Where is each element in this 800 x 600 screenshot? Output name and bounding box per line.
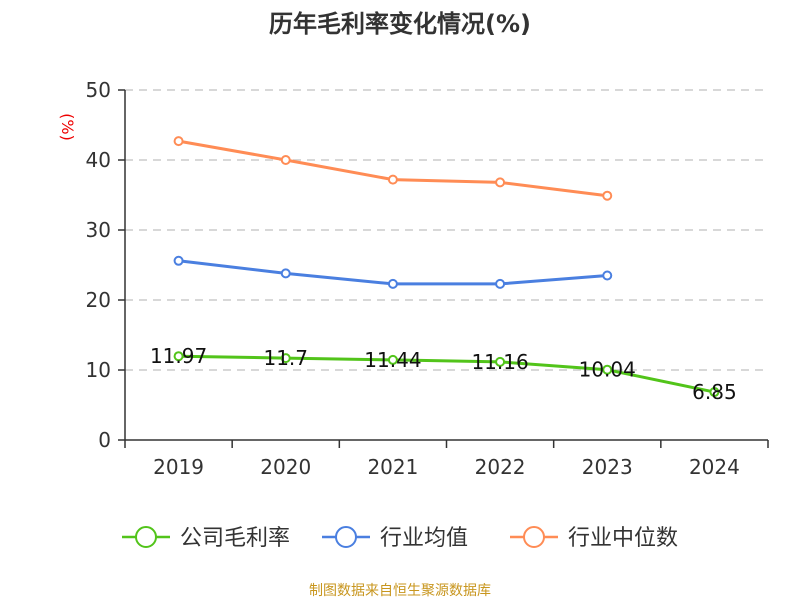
data-point xyxy=(709,387,720,398)
y-tick-label: 20 xyxy=(86,288,111,312)
legend-item[interactable]: 行业中位数 xyxy=(568,526,678,551)
data-point xyxy=(280,155,291,165)
series-line-0 xyxy=(178,354,715,394)
data-point xyxy=(173,351,184,362)
y-tick-label: 10 xyxy=(86,358,111,382)
data-point xyxy=(602,270,613,281)
data-point xyxy=(280,353,291,364)
y-tick-label: 50 xyxy=(86,78,111,102)
x-tick-label: 2022 xyxy=(475,455,526,479)
legend-item[interactable]: 行业均值 xyxy=(380,526,468,551)
y-tick-label: 30 xyxy=(86,218,111,242)
x-tick-label: 2020 xyxy=(260,455,311,479)
data-label: 6.85 xyxy=(692,380,737,404)
data-point xyxy=(280,268,291,279)
y-tick-label: 40 xyxy=(86,148,111,172)
data-label: 11.16 xyxy=(471,350,528,374)
data-label: 10.04 xyxy=(579,358,636,382)
legend-item[interactable]: 公司毛利率 xyxy=(180,526,290,551)
data-point xyxy=(495,356,506,367)
data-point xyxy=(387,278,398,289)
data-label: 11.7 xyxy=(263,346,308,370)
data-point xyxy=(602,190,613,201)
x-tick-label: 2024 xyxy=(689,455,740,479)
legend-marker xyxy=(135,526,157,548)
source-note: 制图数据来自恒生聚源数据库 xyxy=(309,583,491,599)
data-point xyxy=(173,136,184,147)
data-point xyxy=(602,364,613,375)
data-point xyxy=(387,174,398,185)
y-axis-label: (%) xyxy=(58,113,77,141)
data-point xyxy=(495,278,506,289)
x-tick-label: 2023 xyxy=(582,455,633,479)
x-tick-label: 2021 xyxy=(367,455,418,479)
data-label: 11.97 xyxy=(150,344,207,368)
x-tick-label: 2019 xyxy=(153,455,204,479)
data-point xyxy=(495,177,506,188)
chart-title: 历年毛利率变化情况(%) xyxy=(269,10,531,38)
legend-marker xyxy=(335,526,357,548)
data-point xyxy=(173,255,184,266)
data-point xyxy=(387,354,398,365)
data-label: 11.44 xyxy=(364,348,421,372)
y-tick-label: 0 xyxy=(98,428,111,452)
series-line-2 xyxy=(178,139,608,198)
legend-marker xyxy=(523,526,545,548)
